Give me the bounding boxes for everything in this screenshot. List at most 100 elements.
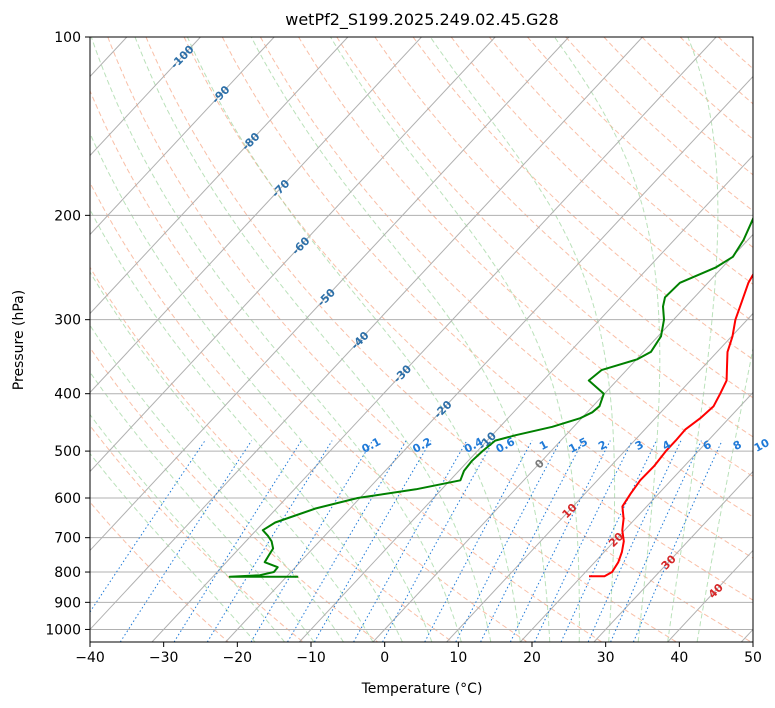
moist-adiabat [330,37,580,642]
isotherm [90,37,643,631]
mixing-ratio-line [610,440,702,642]
dry-adiabat [90,181,528,642]
x-tick-label: −40 [75,650,105,666]
profile-lines [228,216,753,578]
dry-adiabat [679,37,753,105]
isotherm [372,233,753,642]
y-tick-label: 800 [54,565,81,581]
dry-adiabat [717,37,753,70]
mixing-ratio-line [206,440,333,642]
isotherm [90,37,349,315]
dry-adiabat [603,37,753,176]
y-tick-label: 400 [54,387,81,403]
x-tick-label: −10 [296,650,326,666]
moist-adiabat [696,345,753,642]
y-tick-label: 600 [54,491,81,507]
mixing-ratio-line [382,440,494,642]
moist-adiabat [90,271,374,642]
dry-adiabat [90,424,304,642]
isotherm [90,37,201,157]
dry-adiabat [298,37,753,478]
dewpoint-profile [228,216,753,578]
mixing-ratio-label: 0.1 [360,435,383,456]
isotherm [593,470,753,642]
moist-adiabat [554,37,661,642]
dry-adiabat [90,501,229,642]
dry-adiabat [527,37,753,248]
dry-adiabat [183,37,753,601]
y-axis-label: Pressure (hPa) [11,290,27,390]
isotherm [90,37,422,394]
moist-adiabat [134,37,492,642]
moist-adiabat [90,371,315,642]
moist-adiabat [90,37,462,642]
dry-adiabat [336,37,753,438]
dry-adiabat [565,37,753,212]
moist-adiabat [250,37,551,642]
mixing-ratio-line [353,440,468,642]
y-tick-label: 300 [54,313,81,329]
temperature-profile [589,272,753,578]
x-tick-label: 10 [449,650,467,666]
mixing-ratio-label: 0.2 [410,435,433,456]
mixing-ratio-line [424,440,533,642]
isotherm-label: -100 [168,43,197,72]
mixing-ratio-line [480,440,584,642]
mixing-ratio-line [587,440,682,642]
x-tick-label: −20 [223,650,253,666]
mixing-ratio-label: 10 [752,436,772,455]
moist-adiabat [667,37,719,642]
dry-adiabat [641,37,753,140]
mixing-ratio-line [250,440,374,642]
y-tick-label: 900 [54,595,81,611]
mixing-ratio-line [632,440,723,642]
pressure-grid [90,37,753,642]
mixing-ratio-label: 1.5 [567,435,590,456]
dry-adiabat [489,37,753,285]
y-axis: 100 200 300 400 500 600 700 800 900 1000 [45,30,90,638]
mixing-ratio-line [313,440,432,642]
dry-adiabat [757,37,775,642]
isotherm [740,628,753,642]
y-tick-label: 700 [54,531,81,547]
x-tick-label: 0 [380,650,389,666]
dry-adiabat [90,346,379,642]
x-tick-label: 40 [670,650,688,666]
dry-adiabat [90,89,603,642]
y-tick-label: 500 [54,444,81,460]
dry-adiabat [374,37,753,399]
x-tick-label: 30 [597,650,615,666]
moist-adiabat [90,413,285,642]
isotherm [298,154,753,642]
isotherm [519,391,753,642]
x-tick-label: 20 [523,650,541,666]
mixing-ratio-line [287,440,407,642]
mixing-ratio-line [119,440,253,642]
moist-adiabat [90,132,433,642]
isotherm [90,37,275,236]
dry-adiabat [107,37,677,642]
y-tick-label: 1000 [45,622,81,638]
dry-adiabat [90,266,453,642]
moist-adiabat [186,37,521,642]
moist-adiabat [429,37,616,642]
dry-adiabat [221,37,753,559]
x-tick-label: −30 [149,650,179,666]
dry-adiabat [259,37,753,518]
dry-adiabat [412,37,753,360]
x-axis: −40 −30 −20 −10 0 10 20 30 40 50 [75,642,762,666]
background-lines [90,37,775,642]
mixing-ratio-line [173,440,302,642]
plot-frame [89,36,754,643]
y-tick-label: 200 [54,208,81,224]
isotherm [90,37,570,552]
isotherm [151,37,717,642]
chart-title: wetPf2_S199.2025.249.02.45.G28 [285,10,559,30]
mixing-ratio-line [455,440,561,642]
x-tick-label: 50 [744,650,762,666]
isotherm [90,37,496,473]
contour-labels: 0.10.20.40.611.52346810131620253036-100-… [168,43,772,601]
dry-adiabat [145,37,752,642]
x-axis-label: Temperature (°C) [361,681,483,697]
